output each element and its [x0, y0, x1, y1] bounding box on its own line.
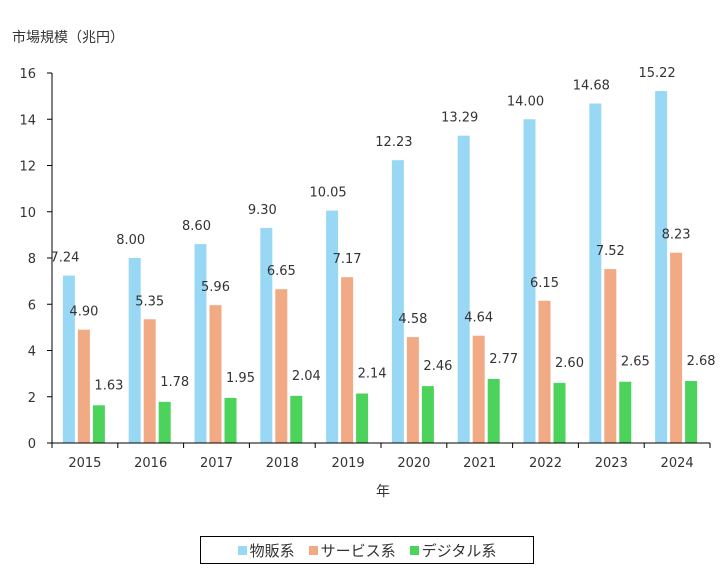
x-tick-label: 2017: [200, 456, 233, 471]
data-label: 1.63: [94, 378, 123, 393]
data-label: 6.15: [530, 276, 559, 291]
bar-services: [472, 335, 485, 443]
bar-digital: [553, 382, 566, 443]
legend-item: 物販系: [237, 540, 295, 561]
x-tick-label: 2015: [68, 456, 101, 471]
data-label: 1.78: [160, 375, 189, 390]
data-label: 7.24: [50, 251, 79, 266]
y-tick-label: 4: [28, 345, 36, 360]
legend-item: サービス系: [308, 540, 396, 561]
data-label: 8.23: [662, 228, 691, 243]
data-label: 2.60: [555, 356, 584, 371]
y-tick-label: 16: [19, 67, 36, 82]
bar-goods: [391, 160, 404, 443]
data-label: 13.29: [441, 111, 478, 126]
bar-goods: [655, 91, 668, 443]
data-label: 14.00: [507, 94, 544, 109]
bar-services: [670, 252, 683, 443]
data-label: 4.64: [464, 311, 493, 326]
y-tick-label: 0: [28, 437, 36, 452]
y-axis-title: 市場規模（兆円）: [12, 29, 124, 46]
data-label: 9.30: [248, 203, 277, 218]
data-label: 1.95: [226, 371, 255, 386]
bar-digital: [158, 401, 171, 443]
bar-goods: [457, 135, 470, 443]
x-tick-label: 2020: [397, 456, 430, 471]
y-tick-label: 10: [19, 206, 36, 221]
x-tick-label: 2019: [332, 456, 365, 471]
bar-services: [341, 277, 354, 443]
bar-digital: [685, 381, 698, 443]
bar-digital: [421, 386, 434, 443]
bar-services: [604, 269, 617, 443]
legend: 物販系 サービス系 デジタル系: [200, 536, 534, 564]
x-tick-label: 2022: [529, 456, 562, 471]
bar-services: [143, 319, 156, 443]
data-label: 2.14: [358, 367, 387, 382]
bar-services: [209, 305, 222, 443]
bar-digital: [487, 378, 500, 443]
data-label: 5.35: [135, 294, 164, 309]
bar-services: [538, 300, 551, 443]
legend-label: デジタル系: [421, 541, 497, 560]
bar-services: [77, 329, 90, 443]
bar-services: [275, 289, 288, 443]
data-label: 2.46: [423, 359, 452, 374]
x-axis-title: 年: [376, 484, 390, 500]
data-label: 2.65: [621, 355, 650, 370]
data-label: 2.04: [292, 369, 321, 384]
y-tick-label: 14: [19, 113, 36, 128]
x-tick-label: 2016: [134, 456, 167, 471]
data-label: 15.22: [638, 66, 675, 81]
bar-goods: [260, 227, 273, 443]
bar-digital: [619, 381, 632, 443]
y-tick-label: 12: [19, 160, 36, 175]
bar-goods: [128, 258, 141, 443]
x-tick-label: 2023: [595, 456, 628, 471]
bar-digital: [356, 393, 369, 443]
legend-swatch: [308, 545, 318, 555]
legend-item: デジタル系: [409, 540, 497, 561]
legend-label: 物販系: [249, 541, 295, 560]
y-tick-label: 6: [28, 298, 36, 313]
data-label: 7.52: [596, 244, 625, 259]
bar-services: [406, 337, 419, 443]
data-label: 10.05: [309, 186, 346, 201]
bar-goods: [326, 210, 339, 443]
data-label: 7.17: [333, 252, 362, 267]
legend-swatch: [409, 545, 419, 555]
x-tick-label: 2024: [661, 456, 694, 471]
data-label: 5.96: [201, 280, 230, 295]
data-label: 4.90: [69, 305, 98, 320]
y-tick-label: 8: [28, 252, 36, 267]
x-tick-label: 2021: [463, 456, 496, 471]
x-tick-label: 2018: [266, 456, 299, 471]
legend-swatch: [237, 545, 247, 555]
data-label: 14.68: [573, 79, 610, 94]
bar-goods: [589, 103, 602, 444]
bar-goods: [523, 119, 536, 443]
y-tick-label: 2: [28, 391, 36, 406]
bar-goods: [194, 244, 207, 443]
data-label: 12.23: [375, 135, 412, 150]
data-label: 2.77: [489, 352, 518, 367]
data-label: 6.65: [267, 264, 296, 279]
bar-digital: [92, 405, 105, 443]
data-label: 2.68: [687, 354, 716, 369]
data-label: 8.60: [182, 219, 211, 234]
data-label: 4.58: [398, 312, 427, 327]
bar-goods: [62, 275, 75, 443]
bar-digital: [224, 397, 237, 443]
bar-digital: [290, 395, 303, 443]
data-label: 8.00: [116, 233, 145, 248]
legend-label: サービス系: [320, 541, 396, 560]
